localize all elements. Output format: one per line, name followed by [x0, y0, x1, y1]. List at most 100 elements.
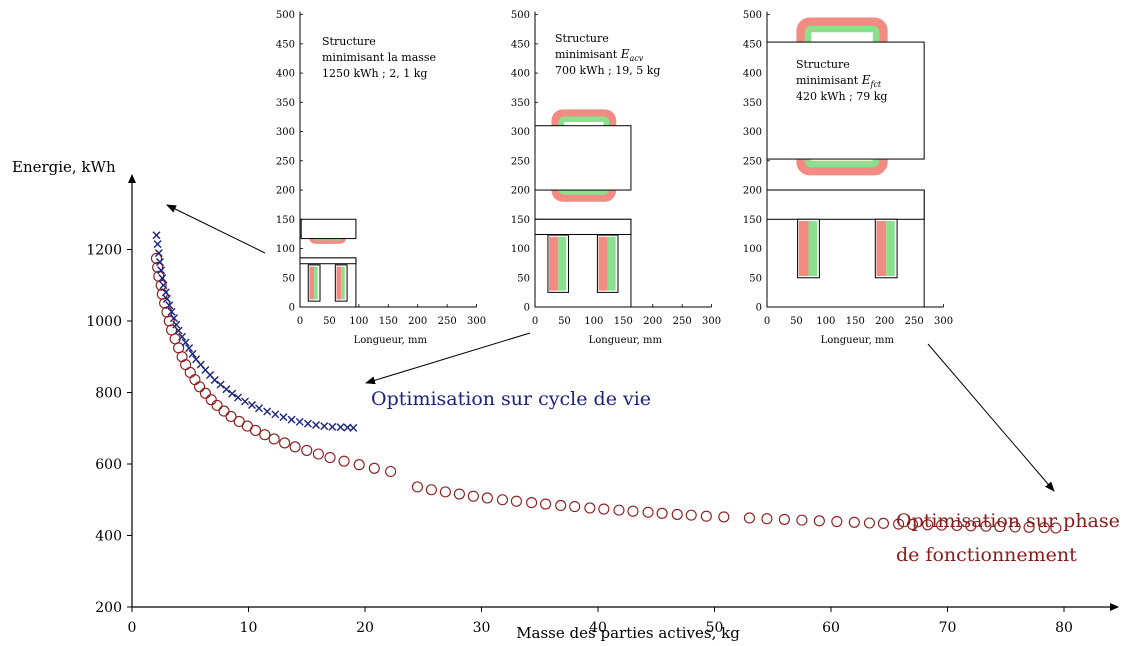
y-tick-label: 1000 [86, 314, 122, 330]
inset-y-tick-label: 100 [276, 244, 295, 255]
circle-point [540, 498, 552, 510]
slot-winding-red [336, 266, 342, 300]
circle-point [994, 521, 1006, 533]
inset-y-tick-label: 250 [511, 156, 530, 167]
structure-block [534, 125, 632, 191]
inset-x-tick-label: 200 [408, 316, 427, 327]
slot-winding-red [876, 221, 887, 277]
inset-x-tick-label: 50 [323, 316, 336, 327]
cross-point [158, 274, 167, 283]
inset-x-tick-label: 250 [438, 316, 457, 327]
inset-x-tick-label: 0 [297, 316, 303, 327]
inset-min-eacv: 0 50 100 150 200 250 300 350 400 450 500 0 50 100 150 2… [511, 10, 721, 346]
cross-point [303, 419, 312, 428]
cross-point [241, 397, 249, 406]
arrow-to-cycle-de-vie [365, 332, 531, 385]
cross-point [349, 423, 358, 432]
circle-point [225, 410, 237, 423]
circle-point [176, 351, 188, 363]
circle-point [965, 520, 977, 532]
cross-point [248, 401, 256, 410]
slot-winding-green [558, 236, 567, 291]
inset-x-tick-label: 300 [467, 316, 486, 327]
inset-y-tick-label: 150 [511, 215, 530, 226]
circle-point [598, 503, 610, 515]
inset-x-tick-label: 150 [379, 316, 398, 327]
cross-point [161, 288, 170, 297]
inset-y-tick-label: 350 [511, 98, 530, 109]
cross-point [234, 393, 243, 402]
inset-y-tick-label: 500 [276, 10, 295, 21]
circle-point [951, 519, 963, 532]
circle-point [863, 517, 875, 529]
circle-point [439, 486, 451, 498]
cross-point [167, 307, 176, 316]
circle-point [481, 492, 493, 504]
slot-winding-green [607, 236, 616, 291]
inset-caption-line2: minimisant Efct [796, 73, 882, 89]
inset-min-mass: 0 50 100 150 200 250 300 350 400 450 500 0 50 100 150 2… [276, 10, 486, 346]
cross-point [157, 266, 166, 275]
circle-point [893, 518, 905, 530]
annotation-phase-line2: de fonctionnement [896, 544, 1077, 566]
inset-caption-line2: minimisant Eacv [555, 47, 644, 63]
annotation-phase-line1: Optimisation sur phase [896, 510, 1120, 532]
inset-y-tick-label: 300 [511, 127, 530, 138]
x-tick-label: 10 [240, 620, 258, 636]
x-tick-label: 70 [939, 620, 957, 636]
caption-prefix: minimisant [796, 74, 862, 87]
cross-point [155, 258, 164, 267]
structure-block [766, 189, 925, 220]
y-tick-label: 200 [95, 600, 122, 616]
inset-y-tick-label: 0 [289, 303, 295, 314]
circle-point [155, 279, 167, 291]
cross-point [169, 314, 178, 323]
circle-point [312, 448, 324, 460]
circle-point [324, 452, 336, 464]
x-axis-label: Masse des parties actives, kg [516, 624, 740, 642]
slot-winding-red [549, 236, 559, 291]
cross-point [162, 294, 171, 303]
circle-point [796, 514, 808, 526]
inset-y-tick-label: 0 [756, 303, 762, 314]
inset-x-tick-label: 0 [532, 316, 538, 327]
circle-point [199, 387, 211, 399]
inset-x-tick-label: 300 [934, 316, 953, 327]
inset-x-axis-label: Longueur, mm [821, 335, 895, 346]
y-tick-label: 800 [95, 386, 122, 402]
x-tick-label: 50 [706, 620, 724, 636]
circle-point [150, 252, 163, 264]
circle-point [700, 510, 712, 522]
cross-point [279, 413, 288, 422]
circle-point [761, 513, 773, 525]
inset-y-tick-label: 50 [749, 273, 762, 284]
cross-point [287, 415, 296, 424]
inset-caption-line1: Structure [555, 32, 609, 45]
inset-x-tick-label: 150 [846, 316, 865, 327]
inset-caption-line2: minimisant la masse [322, 51, 436, 64]
slot-winding-red [598, 236, 608, 291]
cross-point [165, 301, 174, 310]
inset-y-tick-label: 300 [276, 127, 295, 138]
x-tick-label: 0 [128, 620, 137, 636]
inset-y-tick-label: 450 [511, 39, 530, 50]
cross-point [159, 281, 168, 290]
circle-point [743, 512, 756, 524]
circle-point [194, 381, 206, 393]
circle-point [249, 424, 262, 436]
circle-point [642, 506, 654, 518]
circle-point [1009, 521, 1021, 533]
inset-x-tick-label: 50 [558, 316, 571, 327]
circle-point [279, 437, 291, 449]
inset-caption-line3: 420 kWh ; 79 kg [796, 90, 887, 103]
y-tick-label: 400 [95, 529, 122, 545]
circle-point [584, 502, 596, 514]
circle-point [813, 515, 825, 527]
circle-point [510, 495, 523, 507]
circle-point [338, 455, 350, 467]
arrow-to-phase [927, 343, 1055, 492]
circle-point [259, 429, 271, 441]
x-tick-label: 40 [589, 620, 607, 636]
